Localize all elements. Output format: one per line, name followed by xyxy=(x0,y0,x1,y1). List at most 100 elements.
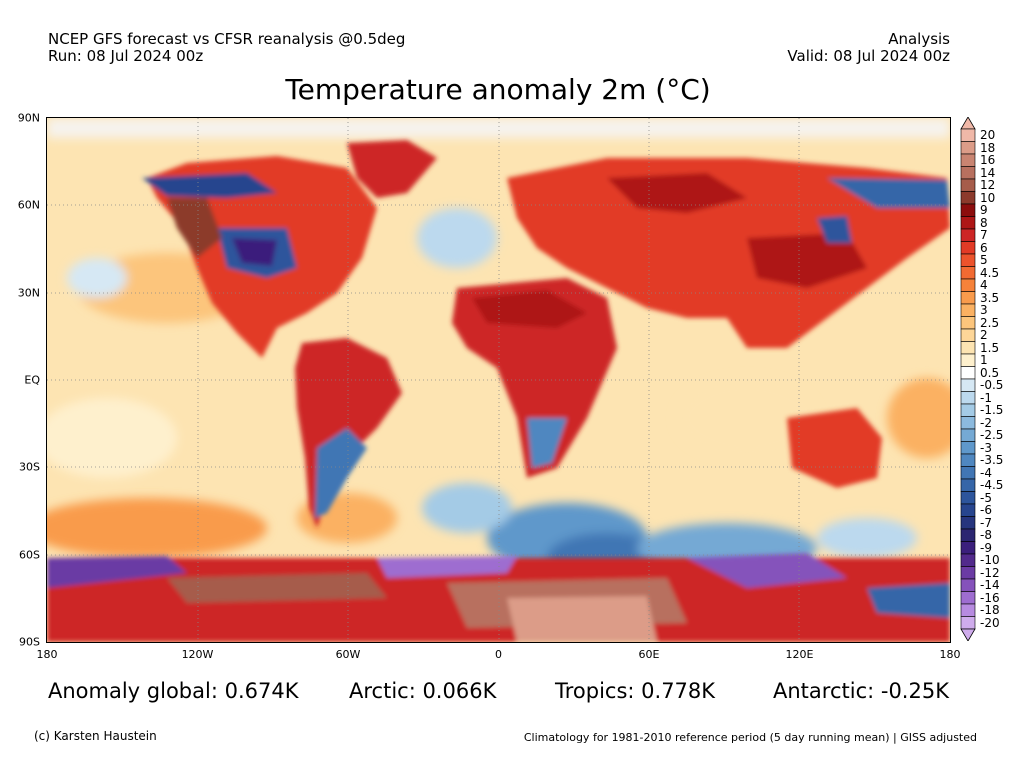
colorbar-label: 8 xyxy=(980,215,988,230)
colorbar-label: -4.5 xyxy=(980,478,1004,493)
colorbar-max-arrow xyxy=(960,117,976,130)
colorbar-label: 18 xyxy=(980,140,996,155)
header-left: NCEP GFS forecast vs CFSR reanalysis @0.… xyxy=(48,31,405,65)
colorbar-label: 2.5 xyxy=(980,315,1000,330)
eurasia xyxy=(507,158,950,348)
colorbar-min-arrow xyxy=(960,628,976,641)
colorbar-swatch xyxy=(960,516,976,530)
colorbar-swatch xyxy=(960,141,976,155)
colorbar-swatch xyxy=(960,178,976,192)
colorbar-swatch xyxy=(960,366,976,380)
arctic-anomaly: Arctic: 0.066K xyxy=(349,679,497,703)
colorbar-label: -1 xyxy=(980,390,992,405)
colorbar-swatch xyxy=(960,478,976,492)
lat-label: 30N xyxy=(17,286,40,300)
colorbar-swatch xyxy=(960,441,976,455)
colorbar-label: -3.5 xyxy=(980,453,1004,468)
lon-label: 180 xyxy=(36,648,58,661)
colorbar-label: -2.5 xyxy=(980,428,1004,443)
colorbar-swatch xyxy=(960,328,976,342)
antarctic-anomaly: Antarctic: -0.25K xyxy=(773,679,949,703)
colorbar-swatch xyxy=(960,153,976,167)
colorbar-swatch xyxy=(960,528,976,542)
lon-label: 0 xyxy=(495,648,502,661)
lon-label: 60E xyxy=(638,648,660,661)
colorbar-label: 0.5 xyxy=(980,365,1000,380)
lat-label: EQ xyxy=(24,373,40,387)
colorbar-swatch xyxy=(960,578,976,592)
colorbar-swatch xyxy=(960,591,976,605)
colorbar-label: 20 xyxy=(980,128,996,143)
land-masses xyxy=(47,140,950,642)
global-anomaly: Anomaly global: 0.674K xyxy=(48,679,299,703)
colorbar-label: -1.5 xyxy=(980,403,1004,418)
graticule xyxy=(47,118,950,642)
colorbar-label: -14 xyxy=(980,578,1000,593)
colorbar-swatch xyxy=(960,253,976,267)
colorbar-label: 7 xyxy=(980,228,988,243)
lat-label: 90N xyxy=(17,111,40,125)
colorbar-swatch xyxy=(960,416,976,430)
colorbar-swatch xyxy=(960,216,976,230)
credit-text: (c) Karsten Haustein xyxy=(34,729,157,743)
lat-label: 30S xyxy=(19,460,40,474)
colorbar-label: -7 xyxy=(980,515,992,530)
lon-label: 120E xyxy=(785,648,814,661)
valid-time: Valid: 08 Jul 2024 00z xyxy=(787,47,950,65)
colorbar-label: -18 xyxy=(980,603,1000,618)
colorbar-label: -12 xyxy=(980,565,1000,580)
lat-label: 60S xyxy=(19,548,40,562)
colorbar-swatch xyxy=(960,553,976,567)
colorbar-swatch xyxy=(960,541,976,555)
lon-label: 120W xyxy=(181,648,214,661)
colorbar-label: 5 xyxy=(980,253,988,268)
colorbar-swatch xyxy=(960,128,976,142)
colorbar xyxy=(960,117,976,641)
australia xyxy=(787,408,882,488)
colorbar-swatch xyxy=(960,191,976,205)
colorbar-swatch xyxy=(960,466,976,480)
colorbar-swatch xyxy=(960,603,976,617)
tropics-anomaly: Tropics: 0.778K xyxy=(555,679,716,703)
lat-label: 90S xyxy=(19,635,40,649)
colorbar-swatch xyxy=(960,303,976,317)
colorbar-label: -3 xyxy=(980,440,992,455)
colorbar-label: 16 xyxy=(980,153,996,168)
colorbar-label: 14 xyxy=(980,165,996,180)
colorbar-swatch xyxy=(960,403,976,417)
anomaly-map xyxy=(46,117,951,643)
colorbar-swatch xyxy=(960,241,976,255)
colorbar-swatch xyxy=(960,453,976,467)
colorbar-label: 6 xyxy=(980,240,988,255)
colorbar-label: -4 xyxy=(980,465,992,480)
colorbar-label: -8 xyxy=(980,528,992,543)
colorbar-label: -9 xyxy=(980,540,992,555)
colorbar-swatch xyxy=(960,166,976,180)
colorbar-swatch xyxy=(960,616,976,630)
anomaly-map-svg xyxy=(47,118,950,642)
colorbar-swatch xyxy=(960,391,976,405)
colorbar-swatch xyxy=(960,266,976,280)
colorbar-label: 9 xyxy=(980,203,988,218)
colorbar-label: -16 xyxy=(980,590,1000,605)
colorbar-swatch xyxy=(960,503,976,517)
model-description: NCEP GFS forecast vs CFSR reanalysis @0.… xyxy=(48,30,406,48)
greenland xyxy=(347,140,437,198)
colorbar-swatch xyxy=(960,378,976,392)
analysis-label: Analysis xyxy=(888,30,950,48)
colorbar-label: 3.5 xyxy=(980,290,1000,305)
colorbar-label: 2 xyxy=(980,328,988,343)
colorbar-swatch xyxy=(960,203,976,217)
colorbar-swatch xyxy=(960,278,976,292)
run-time: Run: 08 Jul 2024 00z xyxy=(48,47,204,65)
header-right: Analysis Valid: 08 Jul 2024 00z xyxy=(787,31,950,65)
colorbar-label: -2 xyxy=(980,415,992,430)
africa xyxy=(452,278,617,478)
map-title: Temperature anomaly 2m (°C) xyxy=(285,73,711,106)
colorbar-swatch xyxy=(960,316,976,330)
colorbar-swatch xyxy=(960,491,976,505)
colorbar-label: -6 xyxy=(980,503,992,518)
colorbar-swatch xyxy=(960,341,976,355)
colorbar-swatch xyxy=(960,566,976,580)
colorbar-label: 4 xyxy=(980,278,988,293)
